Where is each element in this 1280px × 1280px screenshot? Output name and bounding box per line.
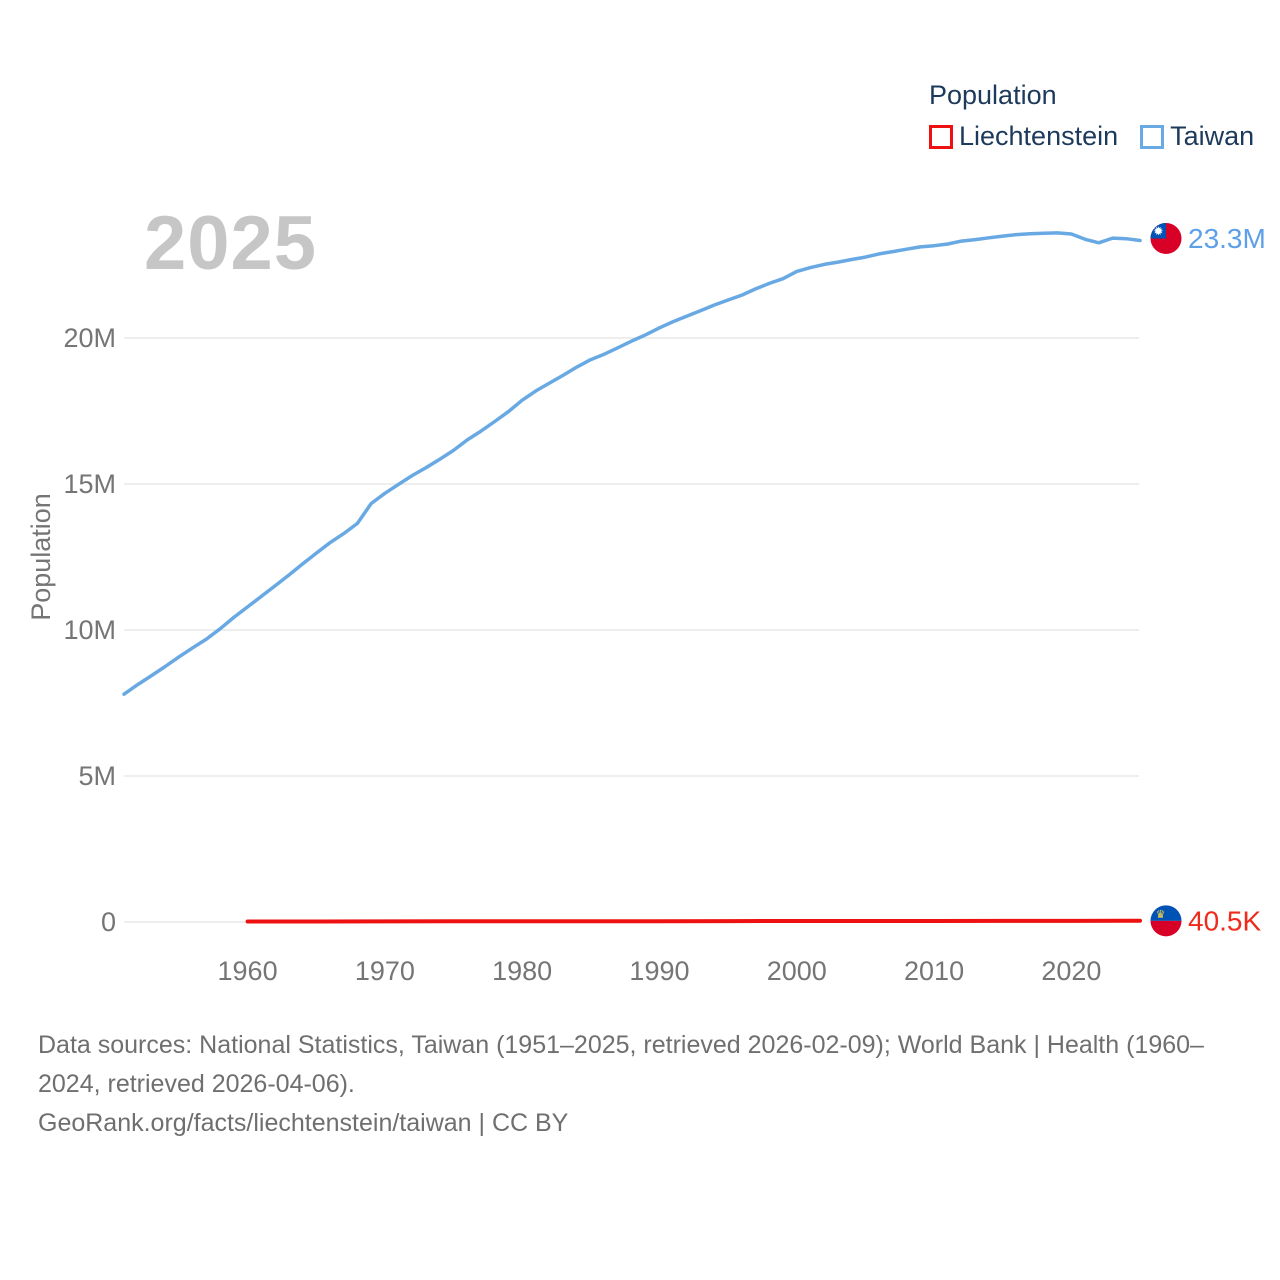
y-tick-15M: 15M [63,469,116,499]
taiwan-swatch-icon [1140,124,1165,149]
liechtenstein-flag-icon: ♛ [1150,905,1182,937]
data-sources-line-1: Data sources: National Statistics, Taiwa… [38,1031,1204,1059]
data-sources-line-2: 2024, retrieved 2026-04-06). [38,1070,355,1098]
x-tick-1980: 1980 [492,956,552,986]
y-tick-5M: 5M [78,761,116,791]
legend-item-taiwan[interactable]: Taiwan [1140,121,1254,152]
legend-label-taiwan: Taiwan [1170,121,1255,151]
liechtenstein-swatch-icon [929,124,953,149]
chart-footer: Data sources: National Statistics, Taiwa… [38,1026,1204,1143]
y-tick-0: 0 [101,907,116,937]
x-tick-2020: 2020 [1041,956,1101,986]
attribution-line: GeoRank.org/facts/liechtenstein/taiwan |… [38,1109,569,1137]
x-tick-1960: 1960 [218,956,278,986]
chart-legend: Population Liechtenstein Taiwan [929,80,1254,152]
taiwan-flag-icon [1150,222,1182,254]
taiwan-end-value-label: 23.3M [1188,223,1266,254]
x-tick-2000: 2000 [767,956,827,986]
taiwan-sun-icon [1153,226,1164,236]
y-tick-10M: 10M [63,615,116,645]
legend-item-liechtenstein[interactable]: Liechtenstein [929,121,1118,152]
current-year-label: 2025 [144,201,318,286]
legend-row: Liechtenstein Taiwan [929,121,1254,152]
legend-label-liechtenstein: Liechtenstein [959,121,1119,151]
y-axis-title: Population [26,493,56,621]
liechtenstein-line [245,918,1142,924]
legend-title: Population [929,80,1057,110]
liechtenstein-crown-icon: ♛ [1156,909,1166,921]
x-tick-1970: 1970 [355,956,415,986]
taiwan-line [122,231,1142,696]
x-tick-2010: 2010 [904,956,964,986]
y-tick-20M: 20M [63,323,116,353]
liechtenstein-end-value-label: 40.5K [1188,905,1261,936]
x-tick-1990: 1990 [629,956,689,986]
